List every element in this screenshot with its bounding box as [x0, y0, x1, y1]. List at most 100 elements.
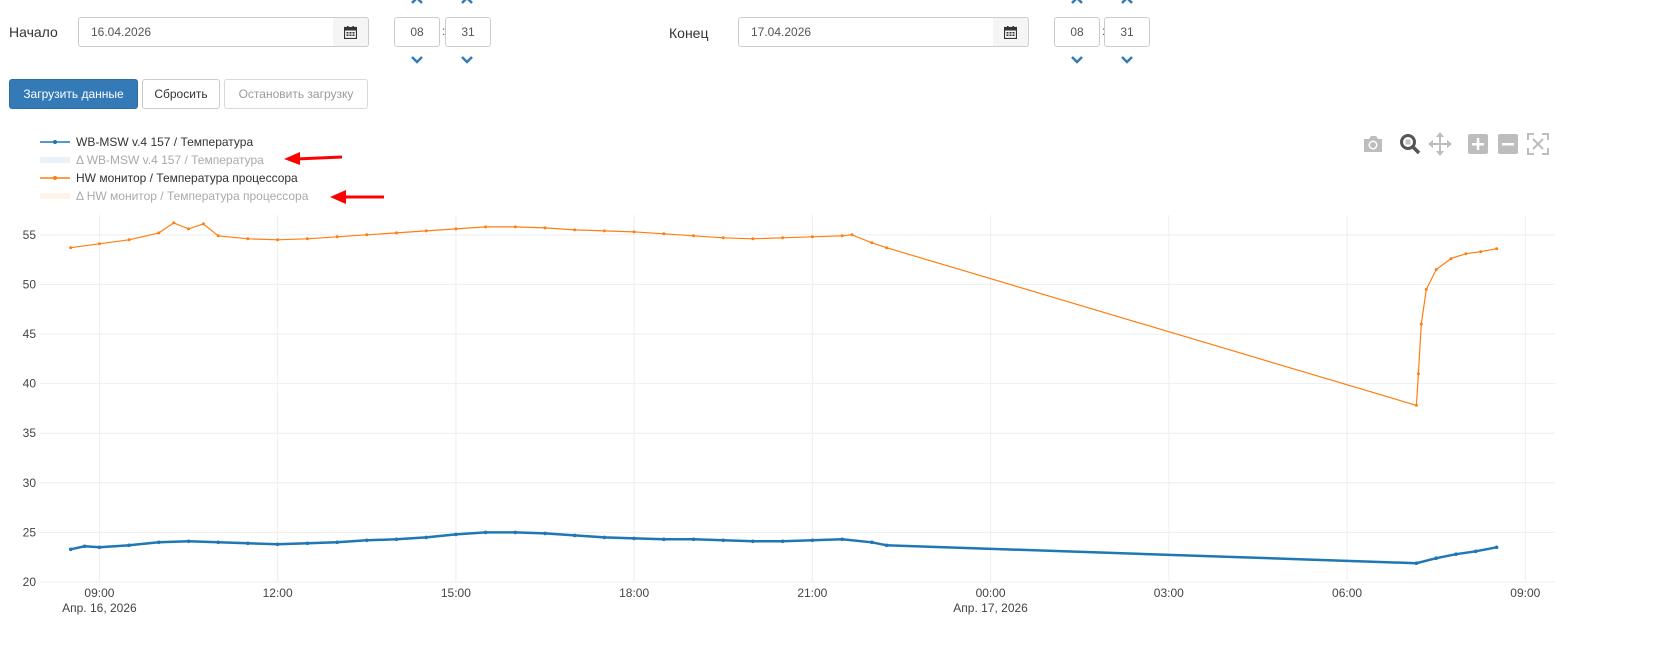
data-point [850, 233, 854, 237]
data-point [572, 533, 577, 538]
y-tick-label: 25 [23, 525, 37, 539]
chevron-up-icon [1071, 0, 1083, 4]
legend-item-hw-monitor[interactable]: HW монитор / Температура процессора [40, 171, 298, 185]
camera-icon[interactable] [1361, 133, 1385, 155]
x-tick-label: 06:00 [1332, 586, 1362, 600]
data-point [691, 537, 696, 542]
y-tick-label: 20 [23, 575, 37, 589]
legend-item-delta-wb-msw[interactable]: Δ WB-MSW v.4 157 / Температура [40, 153, 264, 167]
start-calendar-button[interactable] [333, 17, 369, 47]
y-tick-label: 45 [23, 327, 37, 341]
data-point [573, 228, 577, 232]
data-point [632, 230, 636, 234]
data-point [1479, 250, 1483, 254]
legend-line-icon [40, 176, 70, 180]
data-point [1414, 403, 1418, 407]
end-date-input[interactable] [738, 17, 994, 47]
zoom-in-icon[interactable] [1467, 133, 1489, 155]
data-point [840, 234, 844, 238]
chevron-up-icon [1121, 0, 1133, 4]
data-point [454, 532, 458, 537]
legend-label: Δ HW монитор / Температура процессора [76, 189, 309, 203]
data-point [781, 236, 785, 240]
chevron-up-icon [411, 0, 423, 4]
data-point [1474, 549, 1478, 554]
start-date-input[interactable] [78, 17, 334, 47]
data-point [543, 226, 547, 230]
end-hour-down-button[interactable] [1069, 54, 1085, 66]
calendar-icon [1004, 25, 1017, 39]
data-point [1495, 247, 1499, 251]
end-hour-input[interactable] [1054, 17, 1100, 47]
x-tick-label: 09:00 [1510, 586, 1540, 600]
data-point [172, 221, 176, 225]
data-point [127, 543, 131, 548]
autoscale-icon[interactable] [1526, 132, 1550, 156]
data-point [335, 540, 339, 545]
x-tick-label: 12:00 [263, 586, 293, 600]
end-minute-down-button[interactable] [1119, 54, 1135, 66]
data-point [1419, 322, 1423, 326]
data-point [602, 229, 606, 233]
time-separator: : [1102, 24, 1105, 38]
data-point [870, 241, 874, 245]
end-minute-input[interactable] [1104, 17, 1150, 47]
data-point [201, 222, 205, 226]
end-label: Конец [669, 25, 709, 41]
start-minute-down-button[interactable] [459, 54, 475, 66]
data-point [187, 227, 190, 231]
data-point [424, 229, 428, 233]
data-point [602, 535, 607, 540]
zoom-icon[interactable] [1398, 132, 1422, 156]
y-axis-ticks: 20 25 30 35 40 45 50 55 [23, 228, 37, 589]
reset-button[interactable]: Сбросить [142, 79, 220, 109]
data-point [662, 537, 666, 542]
start-minute-up-button[interactable] [459, 0, 475, 6]
x-tick-label: 18:00 [619, 586, 649, 600]
data-point [365, 233, 369, 237]
data-point [68, 547, 73, 552]
load-data-button[interactable]: Загрузить данные [9, 79, 138, 109]
x-tick-label: 00:00 [976, 586, 1006, 600]
zoom-out-icon[interactable] [1497, 133, 1519, 155]
legend-item-delta-hw-monitor[interactable]: Δ HW монитор / Температура процессора [40, 189, 308, 203]
data-point [1449, 257, 1453, 261]
data-point [216, 540, 220, 545]
start-hour-input[interactable] [394, 17, 440, 47]
data-point [1416, 372, 1420, 376]
data-point [632, 536, 636, 541]
data-point [395, 231, 398, 235]
calendar-icon [344, 25, 357, 39]
data-point [1434, 268, 1438, 272]
legend-item-wb-msw[interactable]: WB-MSW v.4 157 / Температура [40, 135, 253, 149]
pan-icon[interactable] [1428, 132, 1452, 156]
chevron-down-icon [1121, 56, 1133, 64]
data-point [1494, 545, 1499, 550]
data-point [513, 225, 517, 229]
data-point [885, 246, 889, 250]
data-point [870, 540, 874, 545]
data-point [127, 238, 131, 242]
x-tick-label: 03:00 [1154, 586, 1184, 600]
data-point [692, 234, 695, 238]
data-point [246, 541, 250, 546]
data-point [69, 246, 73, 250]
x-tick-label: 21:00 [797, 586, 827, 600]
start-hour-down-button[interactable] [409, 54, 425, 66]
data-point [305, 541, 310, 546]
data-point [751, 237, 755, 241]
start-hour-up-button[interactable] [409, 0, 425, 6]
end-hour-up-button[interactable] [1069, 0, 1085, 6]
data-point [810, 538, 815, 543]
data-point [810, 235, 814, 239]
end-minute-up-button[interactable] [1119, 0, 1135, 6]
x-tick-label: 15:00 [441, 586, 471, 600]
time-separator: : [442, 24, 446, 38]
start-minute-input[interactable] [445, 17, 491, 47]
series-line [70, 222, 1497, 407]
legend-label: HW монитор / Температура процессора [76, 171, 298, 185]
data-point [484, 225, 488, 229]
end-calendar-button[interactable] [993, 17, 1029, 47]
stop-loading-button[interactable]: Остановить загрузку [224, 79, 368, 109]
